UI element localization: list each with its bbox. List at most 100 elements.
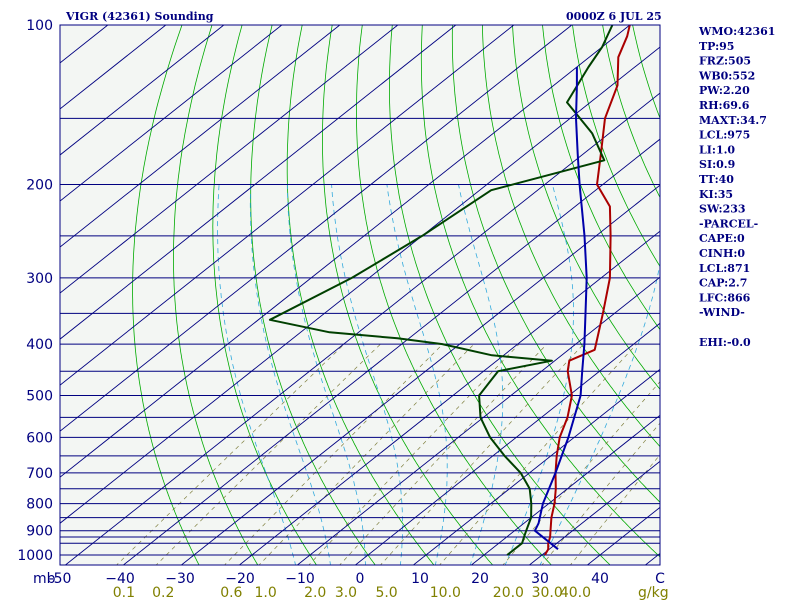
index-line: WB0:552 <box>698 69 755 82</box>
mixing-ratio-label: 0.6 <box>220 585 242 600</box>
moist-adiabat <box>286 184 366 565</box>
temperature-tick-label: 40 <box>591 571 609 587</box>
temperature-tick-label: 10 <box>411 571 429 587</box>
temperature-tick-label: 0 <box>356 571 365 587</box>
station-title: VIGR (42361) Sounding <box>65 10 214 23</box>
mixing-ratio-line <box>258 343 475 565</box>
isotherm <box>60 25 457 340</box>
dry-adiabat <box>321 25 494 565</box>
index-line: RH:69.6 <box>699 99 750 112</box>
dry-adiabat <box>356 25 552 565</box>
index-line: MAXT:34.7 <box>699 114 767 127</box>
isotherm <box>60 25 631 478</box>
dry-adiabat <box>572 25 660 268</box>
temperature-tick-labels: -50 −40 −30 −20 −10 0 10 20 30 40 C <box>49 571 666 587</box>
mixing-ratio-label: 1.0 <box>255 585 277 600</box>
mixing-ratio-label: 30.0 <box>532 585 563 600</box>
mixing-ratio-label: 3.0 <box>335 585 357 600</box>
pressure-tick-label: 1000 <box>17 548 53 564</box>
index-line: LFC:866 <box>699 291 751 304</box>
index-line: CAPE:0 <box>699 232 745 245</box>
pressure-unit-label: mb <box>33 571 56 587</box>
index-line: KI:35 <box>699 188 733 201</box>
plot-background <box>60 25 660 565</box>
mixing-ratio-line <box>339 343 548 565</box>
dry-adiabat <box>212 25 317 565</box>
isotherm <box>64 92 660 565</box>
mixing-ratio-label: 40.0 <box>560 585 591 600</box>
pressure-tick-label: 900 <box>26 524 53 540</box>
pressure-tick-label: 500 <box>26 388 53 404</box>
temperature-profile <box>544 25 631 556</box>
temperature-tick-label: −40 <box>105 571 135 587</box>
index-line: -PARCEL- <box>699 217 758 230</box>
dry-adiabat <box>542 25 660 331</box>
index-line: SW:233 <box>699 203 746 216</box>
pressure-tick-labels: 100 200 300 400 500 600 700 800 900 1000 <box>17 18 53 564</box>
time-title: 0000Z 6 JUL 25 <box>566 10 662 23</box>
mixing-ratio-unit-label: g/kg <box>638 585 669 600</box>
moist-adiabat <box>504 184 574 565</box>
index-line: FRZ:505 <box>699 55 751 68</box>
isotherm <box>412 368 660 565</box>
mixing-ratio-label: 2.0 <box>304 585 326 600</box>
index-line: LI:1.0 <box>699 143 735 156</box>
index-line: CINH:0 <box>699 247 745 260</box>
mixing-ratio-label: 0.2 <box>152 585 174 600</box>
mixing-ratio-line <box>155 343 381 565</box>
profile-lines <box>268 25 631 556</box>
moist-adiabat <box>539 261 660 565</box>
index-line: TP:95 <box>699 40 734 53</box>
mixing-ratio-line <box>308 343 520 565</box>
pressure-tick-label: 800 <box>26 497 53 513</box>
pressure-tick-label: 300 <box>26 271 53 287</box>
mixing-ratio-line <box>116 343 345 565</box>
dry-adiabat <box>451 25 660 503</box>
dry-adiabat <box>132 25 200 565</box>
dry-adiabat <box>286 25 435 565</box>
moist-adiabat <box>331 184 403 565</box>
mixing-ratio-line <box>439 343 637 565</box>
isotherm <box>60 25 573 432</box>
index-line: TT:40 <box>699 173 734 186</box>
dry-adiabat <box>753 25 800 566</box>
index-line: PW:2.20 <box>699 84 750 97</box>
mixing-ratio-label: 5.0 <box>375 585 397 600</box>
temperature-tick-label: 30 <box>531 571 549 587</box>
isotherm <box>0 25 50 577</box>
isotherm <box>60 25 225 156</box>
index-line: LCL:871 <box>699 262 750 275</box>
index-line: WMO:42361 <box>698 25 775 38</box>
temperature-tick-label: -50 <box>49 571 72 587</box>
mixing-ratio-line <box>224 343 443 565</box>
mixing-ratio-line <box>541 422 660 565</box>
temperature-tick-label: 20 <box>471 571 489 587</box>
index-line: LCL:975 <box>699 129 750 142</box>
mixing-ratio-line <box>380 343 584 565</box>
pressure-tick-label: 400 <box>26 337 53 353</box>
pressure-tick-label: 600 <box>26 430 53 446</box>
dewpoint-profile <box>268 25 614 556</box>
isotherm <box>528 460 660 565</box>
isotherm <box>60 25 341 248</box>
isotherm <box>238 230 660 565</box>
parcel-profile <box>533 67 588 550</box>
dry-adiabat <box>173 25 259 565</box>
temperature-tick-label: −10 <box>285 571 315 587</box>
mixing-ratio-label: 10.0 <box>430 585 461 600</box>
dry-adiabat <box>420 25 660 558</box>
isotherm <box>354 322 660 565</box>
dry-adiabat <box>783 25 800 566</box>
pressure-tick-label: 700 <box>26 466 53 482</box>
temperature-tick-label: C <box>655 571 665 587</box>
pressure-tick-label: 200 <box>26 178 53 194</box>
mixing-ratio-label: 0.1 <box>113 585 135 600</box>
isotherm <box>296 276 660 565</box>
isotherm <box>60 25 399 294</box>
plot-frame <box>59 24 661 566</box>
index-line: -WIND- <box>699 306 745 319</box>
isotherm <box>180 184 660 565</box>
temperature-tick-label: −30 <box>165 571 195 587</box>
dry-adiabat <box>512 25 660 390</box>
